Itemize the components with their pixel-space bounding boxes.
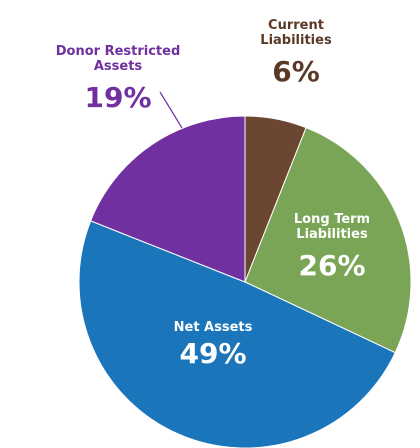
- slice-label: Donor Restricted Assets: [55, 44, 181, 74]
- slice-label: Current Liabilities: [260, 18, 332, 48]
- slice-value-label: 6%: [272, 55, 320, 88]
- pie-slice: [244, 127, 412, 354]
- leader-line: [159, 91, 183, 129]
- slice-value-label: 19%: [84, 81, 152, 114]
- pie-slice: [90, 115, 246, 283]
- slice-value-label: 49%: [179, 337, 247, 370]
- slice-label: Long Term Liabilities: [293, 212, 371, 242]
- slice-value-label: 26%: [298, 249, 366, 282]
- pie-slice: [78, 220, 396, 448]
- slice-label: Net Assets: [173, 320, 253, 335]
